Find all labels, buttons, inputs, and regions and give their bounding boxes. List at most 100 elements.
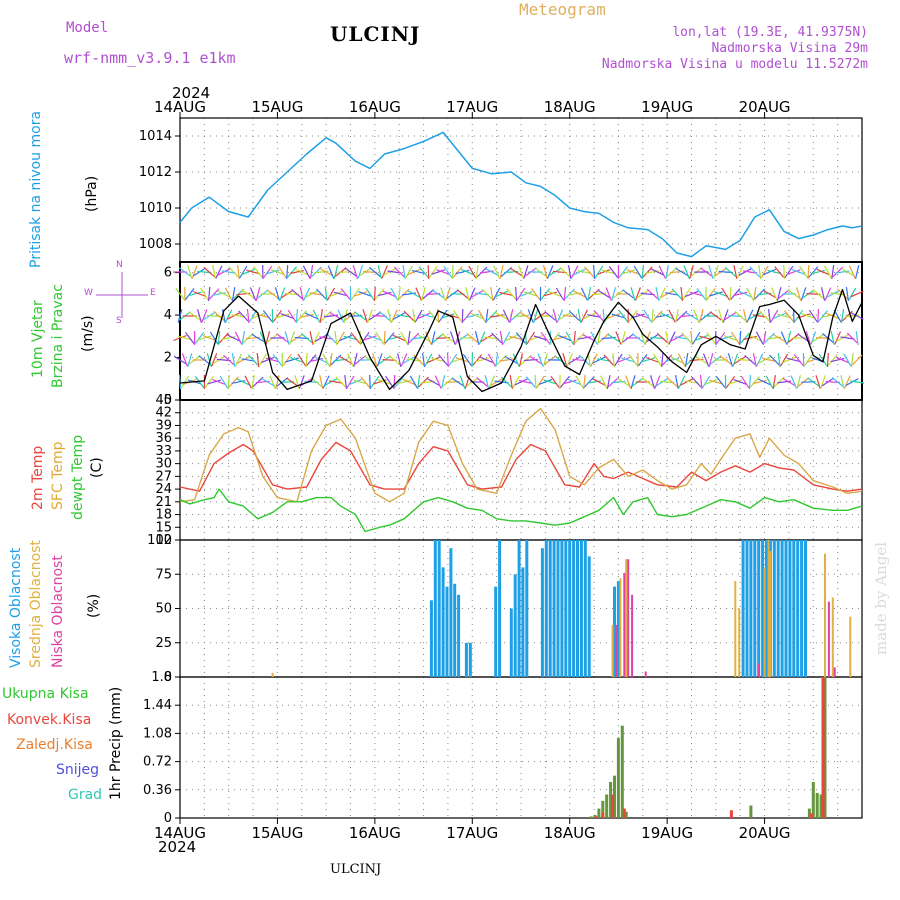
- wind-arrow: [596, 358, 611, 362]
- wind-arrow: [841, 268, 854, 276]
- wind-arrow: [614, 353, 623, 367]
- wind-arrow: [684, 352, 689, 368]
- cloud-high-bar: [753, 540, 757, 677]
- wind-arrow: [208, 288, 220, 300]
- cloud-mid-bar: [625, 559, 628, 677]
- wind-arrow: [850, 312, 864, 320]
- wind-arrow: [251, 374, 255, 390]
- wind-arrow: [422, 353, 426, 367]
- y-tick-label: 30: [155, 457, 172, 472]
- y-tick-label: 0: [164, 811, 172, 826]
- wind-arrow: [621, 269, 636, 275]
- cloud-high-bar: [445, 586, 449, 677]
- wind-arrow: [518, 265, 524, 279]
- wind-arrow: [392, 334, 406, 342]
- wind-arrow: [231, 286, 236, 302]
- wind-arrow: [426, 378, 440, 386]
- wind-arrow: [337, 309, 345, 323]
- wind-arrow: [480, 333, 494, 343]
- wind-arrow: [757, 378, 772, 386]
- y-tick-label: 39: [155, 418, 172, 433]
- wind-arrow: [192, 290, 207, 298]
- wind-arrow: [658, 287, 666, 301]
- cloud-high-bar: [765, 540, 768, 677]
- wind-arrow: [684, 290, 699, 298]
- y-tick-label: 36: [155, 431, 172, 446]
- wind-arrow: [713, 291, 728, 297]
- y-tick-label: 12: [155, 533, 172, 548]
- wind-arrow: [709, 291, 723, 297]
- wind-arrow: [284, 331, 290, 345]
- wind-arrow: [484, 336, 499, 340]
- cloud-mid-bar: [824, 553, 826, 677]
- wind-arrow: [706, 332, 716, 344]
- wind-arrow: [721, 287, 730, 301]
- wind-arrow: [533, 335, 548, 341]
- wind-arrow: [704, 378, 718, 386]
- wind-arrow: [227, 374, 230, 390]
- cloud-high-bar: [788, 540, 792, 677]
- wind-arrow: [516, 287, 526, 301]
- wind-arrow: [185, 288, 195, 300]
- cloud-low-bar: [627, 559, 630, 677]
- wind-arrow: [805, 331, 812, 345]
- wind-arrow: [248, 309, 258, 323]
- wind-arrow: [674, 336, 689, 340]
- wind-arrow: [322, 375, 330, 389]
- wind-arrow: [810, 331, 817, 345]
- precip-conv-bar: [809, 813, 813, 818]
- wind-arrow: [709, 311, 722, 321]
- wind-arrow: [443, 265, 453, 279]
- wind-arrow: [397, 379, 412, 385]
- wind-arrow: [783, 264, 785, 280]
- cloud-high-bar: [540, 548, 544, 677]
- wind-arrow: [782, 377, 796, 387]
- wind-arrow: [626, 268, 640, 276]
- date-label-top: 17AUG: [446, 98, 498, 116]
- cloud-high-bar: [521, 567, 525, 677]
- wind-arrow: [221, 308, 226, 324]
- wind-arrow: [784, 265, 794, 279]
- wind-arrow: [287, 309, 297, 323]
- wind-arrow: [403, 310, 415, 322]
- wind-arrow: [402, 356, 416, 364]
- wind-arrow: [645, 356, 660, 364]
- precip-total-bar: [807, 808, 811, 818]
- wind-arrow: [664, 292, 680, 296]
- wind-arrow: [212, 378, 226, 386]
- wind-arrow: [374, 288, 385, 300]
- wind-arrow: [309, 331, 314, 345]
- wind-arrow: [786, 331, 792, 345]
- wind-arrow: [208, 286, 211, 302]
- wind-arrow: [279, 287, 286, 301]
- precip-legend-snow: Snijeg: [56, 762, 100, 778]
- wind-arrow: [738, 290, 752, 298]
- wind-arrow: [694, 334, 708, 342]
- wind-arrow: [583, 376, 595, 388]
- y-tick-label: 1010: [139, 201, 172, 216]
- wind-arrow: [173, 334, 187, 342]
- wind-arrow: [802, 352, 805, 368]
- cloud-high-bar: [745, 540, 749, 677]
- wind-arrow: [773, 376, 785, 388]
- wind-arrow: [438, 354, 449, 366]
- cloud-high-bar: [437, 540, 441, 677]
- cloud-mid-bar: [619, 578, 622, 677]
- wind-arrow: [269, 375, 276, 389]
- wind-arrow: [456, 289, 469, 299]
- wind-arrow: [564, 288, 575, 300]
- wind-arrow: [577, 270, 592, 274]
- wind-arrow: [213, 310, 225, 322]
- wind-arrow: [527, 309, 534, 323]
- wind-arrow: [296, 310, 307, 322]
- wind-arrow: [475, 265, 479, 279]
- wind-arrow: [246, 308, 250, 324]
- wind-arrow: [388, 355, 401, 365]
- y-tick-label: 21: [155, 495, 172, 510]
- wind-arrow: [558, 334, 572, 342]
- wind-arrow: [555, 287, 565, 301]
- wind-arrow: [304, 312, 319, 320]
- wind-arrow: [650, 268, 664, 276]
- wind-arrow: [612, 352, 615, 368]
- wind-arrow: [689, 265, 694, 279]
